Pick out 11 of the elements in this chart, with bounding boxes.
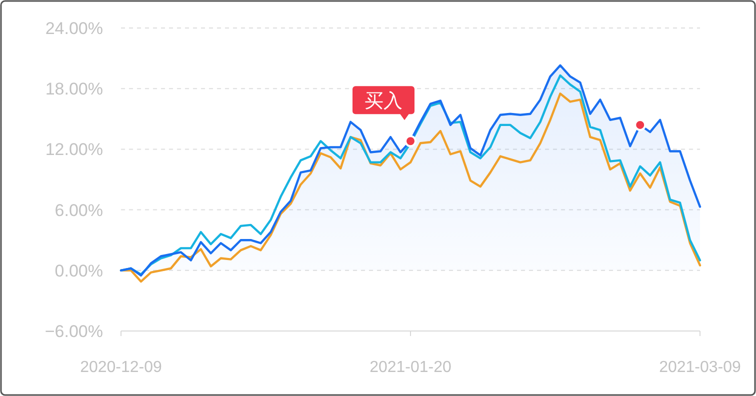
y-tick-label: −6.00% xyxy=(44,322,103,341)
x-tick-label: 2021-01-20 xyxy=(370,359,452,376)
annotation: 买入 xyxy=(364,91,402,112)
x-tick-label: 2020-12-09 xyxy=(80,359,162,376)
picture-callout: 买入 xyxy=(352,86,414,120)
y-tick-label: 24.00% xyxy=(45,19,103,38)
y-tick-label: 12.00% xyxy=(45,140,103,160)
y-tick-label: 18.00% xyxy=(45,80,103,99)
y-tick-label: 6.00% xyxy=(54,200,103,220)
y-tick-label: 0.00% xyxy=(54,261,103,280)
x-tick-label: 2021-03-09 xyxy=(659,359,742,376)
